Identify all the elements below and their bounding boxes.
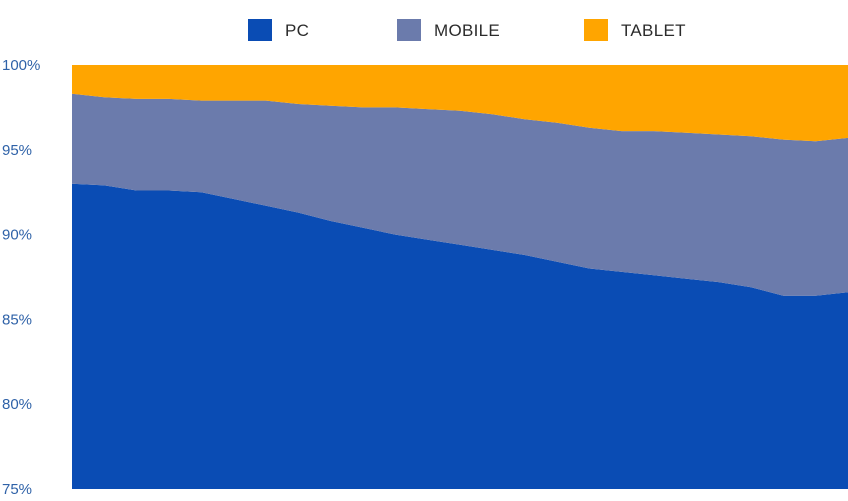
plot-area xyxy=(72,65,848,489)
legend-item-tablet: TABLET xyxy=(584,19,686,41)
y-tick-label: 85% xyxy=(2,311,32,328)
y-axis: 75% 80% 85% 90% 95% 100% xyxy=(2,57,40,498)
legend-swatch xyxy=(584,19,608,41)
legend-swatch xyxy=(397,19,421,41)
legend-swatch xyxy=(248,19,272,41)
legend-item-pc: PC xyxy=(248,19,309,41)
legend-label: TABLET xyxy=(621,21,686,40)
area-tablet xyxy=(72,65,848,142)
y-tick-label: 90% xyxy=(2,227,32,244)
legend-label: PC xyxy=(285,21,309,40)
y-tick-label: 80% xyxy=(2,396,32,413)
y-tick-label: 100% xyxy=(2,57,40,74)
legend-item-mobile: MOBILE xyxy=(397,19,500,41)
area-mobile xyxy=(72,93,848,296)
legend-label: MOBILE xyxy=(434,21,500,40)
y-tick-label: 75% xyxy=(2,481,32,498)
area-pc xyxy=(72,183,848,489)
legend: PC MOBILE TABLET xyxy=(248,19,686,41)
y-tick-label: 95% xyxy=(2,142,32,159)
